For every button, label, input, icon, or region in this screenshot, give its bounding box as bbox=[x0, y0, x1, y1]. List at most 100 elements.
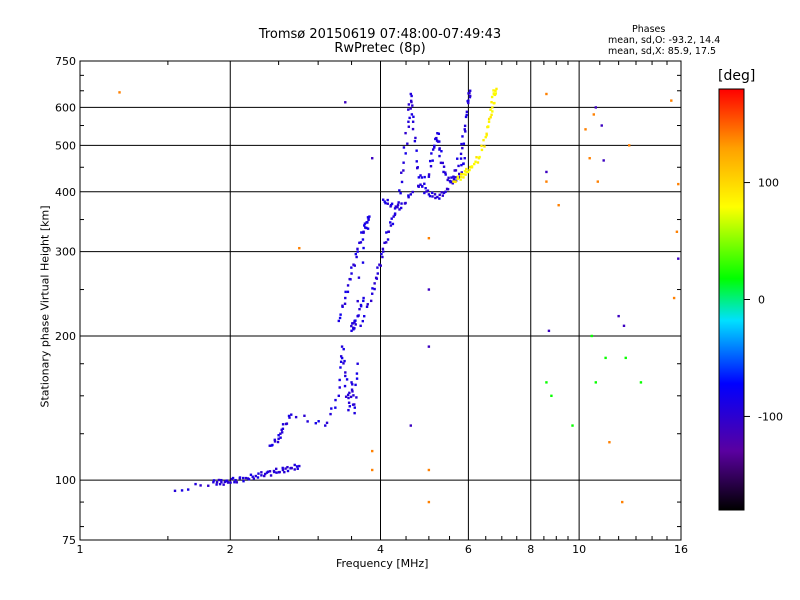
data-point bbox=[334, 398, 337, 402]
data-point bbox=[273, 470, 276, 474]
data-point bbox=[194, 482, 197, 486]
data-point bbox=[590, 334, 593, 338]
data-point bbox=[339, 313, 342, 316]
data-point bbox=[356, 250, 359, 253]
data-point bbox=[212, 479, 216, 482]
data-point bbox=[235, 481, 239, 484]
data-point bbox=[294, 415, 298, 419]
data-point bbox=[462, 162, 465, 165]
data-point bbox=[433, 144, 436, 148]
data-point bbox=[366, 221, 369, 224]
data-point bbox=[486, 125, 490, 128]
data-point bbox=[298, 464, 301, 468]
x-tick-label: 10 bbox=[572, 543, 586, 556]
data-point bbox=[396, 205, 399, 209]
data-point bbox=[492, 89, 495, 92]
data-point bbox=[420, 176, 424, 179]
y-tick-labels: 75 100 200 300 400 500 600 750 bbox=[55, 55, 76, 547]
data-point bbox=[465, 170, 468, 174]
data-point bbox=[220, 478, 223, 482]
data-point bbox=[242, 479, 245, 483]
data-point bbox=[260, 474, 263, 477]
data-point bbox=[475, 156, 478, 159]
data-point bbox=[409, 92, 412, 96]
data-point bbox=[363, 224, 366, 227]
y-axis-label: Stationary phase Virtual Height [km] bbox=[38, 205, 52, 408]
data-point bbox=[233, 480, 236, 484]
data-point bbox=[465, 110, 469, 113]
data-point bbox=[238, 476, 242, 479]
data-point bbox=[393, 213, 397, 217]
data-point bbox=[365, 305, 369, 308]
data-point bbox=[343, 359, 346, 363]
data-point bbox=[450, 180, 453, 183]
data-point bbox=[425, 190, 428, 193]
data-point bbox=[393, 212, 397, 215]
data-point bbox=[389, 221, 392, 224]
data-point bbox=[359, 324, 362, 328]
data-point bbox=[385, 241, 388, 244]
data-point bbox=[348, 405, 351, 408]
data-point bbox=[427, 175, 431, 178]
data-point bbox=[234, 478, 237, 482]
data-point bbox=[381, 250, 385, 253]
data-point bbox=[394, 205, 398, 208]
data-point bbox=[373, 282, 376, 285]
data-point bbox=[402, 146, 406, 149]
data-point bbox=[368, 215, 371, 218]
data-point bbox=[460, 163, 463, 167]
data-point bbox=[433, 146, 436, 149]
data-point bbox=[396, 203, 400, 206]
data-point bbox=[494, 92, 497, 95]
data-point bbox=[677, 257, 680, 260]
data-point bbox=[423, 182, 426, 185]
data-point bbox=[279, 432, 282, 435]
data-point bbox=[491, 106, 494, 109]
data-point bbox=[545, 92, 548, 96]
data-point bbox=[621, 500, 624, 504]
data-point bbox=[257, 472, 260, 475]
data-point bbox=[436, 195, 439, 199]
data-point bbox=[186, 488, 190, 491]
data-point bbox=[409, 99, 413, 103]
data-point bbox=[430, 152, 433, 155]
data-point bbox=[355, 396, 358, 399]
data-point bbox=[346, 290, 350, 294]
data-point bbox=[337, 319, 341, 323]
data-point bbox=[470, 165, 474, 168]
data-point bbox=[383, 200, 386, 203]
data-point bbox=[454, 176, 457, 179]
data-point bbox=[406, 142, 409, 145]
data-point bbox=[348, 391, 351, 395]
data-point bbox=[608, 441, 611, 444]
colorbar-tick-label: -100 bbox=[758, 410, 783, 423]
data-point bbox=[441, 194, 445, 197]
data-point bbox=[263, 474, 266, 478]
data-point bbox=[389, 224, 393, 227]
data-point bbox=[461, 146, 464, 150]
data-point bbox=[324, 424, 327, 427]
data-point bbox=[371, 449, 374, 453]
phases-o-line: mean, sd,O: -93.2, 14.4 bbox=[608, 35, 721, 46]
data-point bbox=[464, 130, 467, 133]
grid-lines bbox=[80, 61, 681, 540]
data-point bbox=[269, 474, 273, 477]
data-point bbox=[303, 414, 306, 417]
data-point bbox=[362, 299, 365, 303]
data-point bbox=[295, 465, 299, 468]
data-point bbox=[344, 371, 347, 374]
data-point bbox=[460, 171, 463, 174]
data-point bbox=[354, 319, 357, 322]
data-point bbox=[431, 191, 434, 194]
data-point bbox=[337, 394, 341, 398]
data-point bbox=[384, 201, 387, 205]
colorbar-tick-label: 0 bbox=[758, 294, 765, 307]
data-point bbox=[399, 191, 402, 195]
data-point bbox=[339, 360, 343, 364]
data-point bbox=[371, 287, 374, 290]
data-point bbox=[445, 187, 449, 191]
data-point bbox=[380, 252, 383, 256]
data-point bbox=[436, 140, 440, 143]
axis-ticks bbox=[80, 61, 681, 540]
